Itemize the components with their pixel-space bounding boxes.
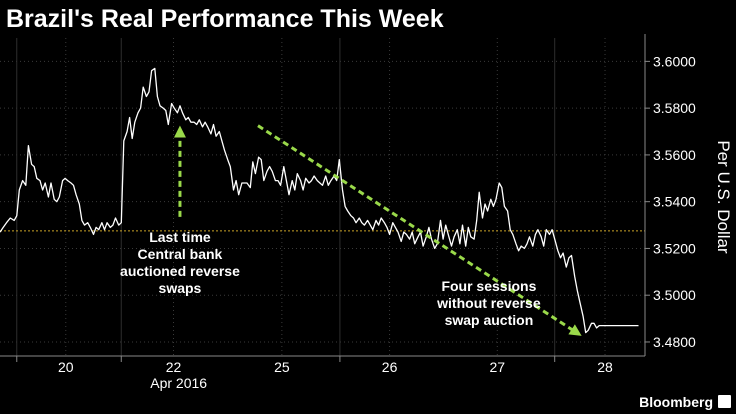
price-series-line (0, 67, 639, 334)
grid-layer (0, 38, 645, 356)
annotation-text-line: Central bank (138, 246, 223, 262)
bloomberg-icon (718, 395, 731, 408)
y-tick-label: 3.5800 (653, 100, 696, 116)
y-tick-label: 3.6000 (653, 53, 696, 69)
x-tick-label: 27 (490, 359, 506, 375)
y-tick-label: 3.5600 (653, 147, 696, 163)
bloomberg-brand: Bloomberg (639, 394, 731, 410)
annotation-text-line: swap auction (445, 312, 534, 328)
y-tick-label: 3.5200 (653, 240, 696, 256)
session-dividers (16, 38, 556, 356)
annotation-text-line: Four sessions (441, 278, 536, 294)
x-tick-label: 28 (597, 359, 613, 375)
x-tick-label: 20 (58, 359, 74, 375)
series-layer (0, 67, 639, 334)
chart-title: Brazil's Real Performance This Week (6, 5, 444, 33)
y-tick-label: 3.4800 (653, 334, 696, 350)
annotation-text-line: Last time (149, 229, 211, 245)
annotation-text-line: swaps (159, 280, 202, 296)
y-tick-label: 3.5000 (653, 287, 696, 303)
x-axis-label: Apr 2016 (150, 375, 207, 391)
x-tick-label: 26 (382, 359, 398, 375)
y-tick-label: 3.5400 (653, 194, 696, 210)
x-tick-label: 22 (166, 359, 182, 375)
bloomberg-wordmark: Bloomberg (639, 394, 713, 410)
axis-layer: 3.4800 3.5000 3.5200 3.5400 3.5600 3.5800 3.60… (0, 34, 696, 375)
annotation-arrow (257, 124, 582, 336)
annotation-text-line: auctioned reverse (120, 263, 240, 279)
x-tick-label: 25 (274, 359, 290, 375)
y-axis-label: Per U.S. Dollar (714, 140, 733, 254)
annotation-text-line: without reverse (436, 295, 541, 311)
